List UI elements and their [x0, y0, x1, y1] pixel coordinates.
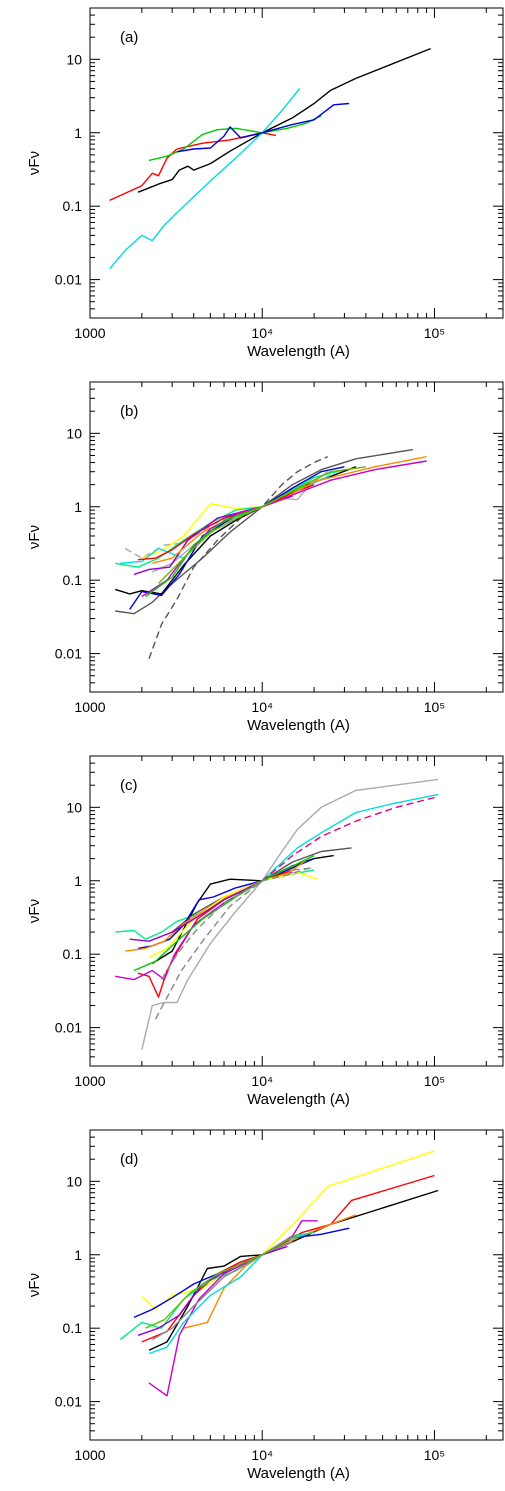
series-line	[129, 466, 345, 610]
series-line	[115, 871, 293, 981]
series-line	[158, 466, 366, 584]
y-tick-label: 10	[66, 1173, 82, 1189]
series-line	[148, 1233, 307, 1355]
series-line	[148, 115, 322, 162]
y-tick-label: 0.01	[55, 646, 82, 662]
y-tick-label: 10	[66, 799, 82, 815]
series-line	[171, 847, 352, 933]
series-line	[133, 1227, 350, 1319]
plot-frame	[89, 755, 504, 1067]
x-axis-label: Wavelength (A)	[247, 343, 350, 360]
x-tick-label: 1000	[74, 325, 105, 341]
x-tick-label: 10⁴	[251, 699, 273, 715]
y-tick-label: 0.01	[55, 1394, 82, 1410]
panel-label: (d)	[120, 1151, 138, 1168]
x-axis-label: Wavelength (A)	[247, 717, 350, 734]
y-tick-label: 0.1	[63, 198, 83, 214]
series-line	[141, 778, 439, 1050]
y-tick-label: 10	[66, 51, 82, 67]
y-tick-label: 0.01	[55, 1020, 82, 1036]
series-line	[148, 1220, 318, 1397]
chart-panel: 1000 10⁴ 10⁵ 0.01 0.1 1 10 Wavelength (A) νFν (a)	[26, 7, 504, 360]
panel-label: (c)	[120, 777, 138, 794]
y-axis-label: νFν	[26, 1273, 43, 1297]
series-line	[141, 1174, 435, 1343]
series-line	[137, 483, 315, 561]
plot-frame	[89, 7, 504, 319]
y-tick-label: 0.1	[63, 946, 83, 962]
series-line	[114, 466, 357, 595]
chart-panel: 1000 10⁴ 10⁵ 0.01 0.1 1 10 Wavelength (A) νFν (c)	[26, 755, 504, 1108]
series-line	[145, 1233, 298, 1329]
series-line	[148, 1189, 439, 1351]
series-line	[261, 795, 439, 882]
series-line	[261, 793, 439, 882]
chart-panel: 1000 10⁴ 10⁵ 0.01 0.1 1 10 Wavelength (A) νFν (b)	[26, 381, 504, 734]
x-tick-label: 1000	[74, 699, 105, 715]
y-tick-label: 1	[74, 499, 82, 515]
series-line	[137, 47, 431, 193]
series-line	[109, 88, 301, 270]
x-tick-label: 10⁴	[251, 1447, 273, 1463]
x-tick-label: 1000	[74, 1447, 105, 1463]
plot-frame	[89, 1129, 504, 1441]
x-tick-label: 10⁵	[424, 1447, 445, 1463]
series-line	[148, 456, 328, 660]
series-line	[145, 483, 307, 598]
y-axis-label: νFν	[26, 525, 43, 549]
series-line	[133, 495, 293, 576]
series-line	[176, 102, 350, 153]
y-tick-label: 0.01	[55, 272, 82, 288]
y-tick-label: 1	[74, 873, 82, 889]
y-tick-label: 1	[74, 1247, 82, 1263]
panel-label: (b)	[120, 403, 138, 420]
x-tick-label: 10⁵	[424, 1073, 445, 1089]
y-tick-label: 1	[74, 125, 82, 141]
x-tick-label: 10⁵	[424, 699, 445, 715]
panel-label: (a)	[120, 29, 138, 46]
y-axis-label: νFν	[26, 899, 43, 923]
x-tick-label: 10⁴	[251, 325, 273, 341]
x-axis-label: Wavelength (A)	[247, 1465, 350, 1482]
series-line	[141, 460, 427, 598]
x-tick-label: 10⁵	[424, 325, 445, 341]
series-line	[141, 1150, 435, 1311]
series-line	[115, 448, 414, 615]
y-tick-label: 0.1	[63, 1320, 83, 1336]
x-axis-label: Wavelength (A)	[247, 1091, 350, 1108]
y-tick-label: 10	[66, 425, 82, 441]
x-tick-label: 10⁴	[251, 1073, 273, 1089]
chart-panel: 1000 10⁴ 10⁵ 0.01 0.1 1 10 Wavelength (A) νFν (d)	[26, 1129, 504, 1482]
x-tick-label: 1000	[74, 1073, 105, 1089]
y-axis-label: νFν	[26, 151, 43, 175]
y-tick-label: 0.1	[63, 572, 83, 588]
series-line	[160, 867, 311, 980]
plot-frame	[89, 381, 504, 693]
series-line	[119, 1231, 315, 1341]
